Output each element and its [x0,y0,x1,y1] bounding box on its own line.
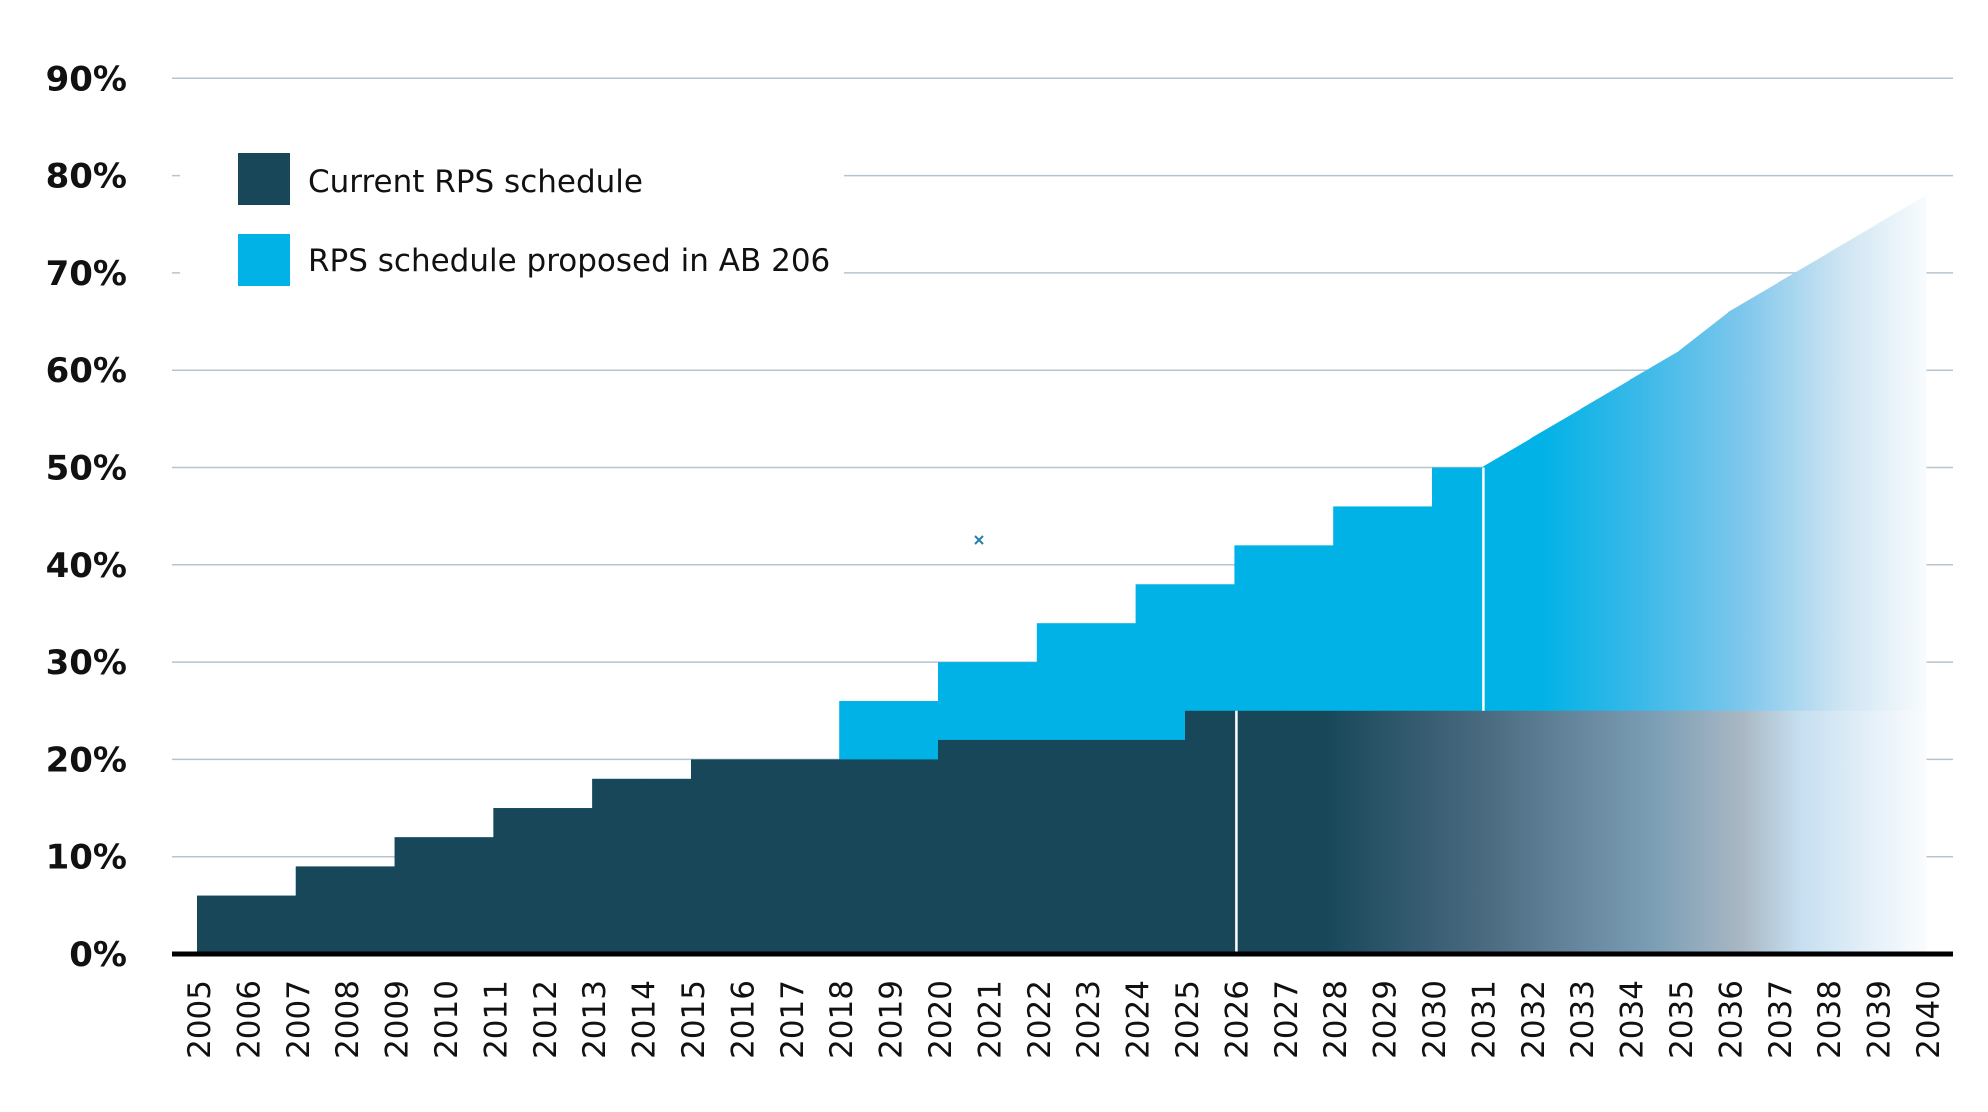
stray-marker-icon [974,535,984,545]
y-tick-label: 30% [46,643,127,683]
x-tick-label: 2007 [281,980,317,1059]
y-tick-label: 60% [46,351,127,391]
x-tick-label: 2034 [1615,980,1651,1059]
x-tick-label: 2014 [627,980,663,1059]
current-mark-2032 [1530,710,1581,954]
current-mark-2029 [1382,710,1433,954]
x-tick-label: 2006 [231,980,267,1059]
x-tick-label: 2013 [577,980,613,1059]
series-current [197,710,1927,954]
current-mark-2038 [1827,710,1878,954]
x-tick-label: 2011 [478,980,514,1059]
dividers [1235,467,1485,954]
current-mark-2030 [1432,710,1482,954]
current-mark-2037 [1777,710,1828,954]
legend-swatch-proposed [238,234,290,286]
y-tick-label: 50% [46,449,127,489]
current-mark-2022 [1036,739,1087,954]
x-tick-label: 2005 [182,980,218,1059]
y-tick-label: 10% [46,838,127,878]
x-axis: 2005 2006 2007 2008 2009 2010 2011 2012 2013 2014… [182,980,1947,1059]
current-mark-2019 [888,759,939,954]
x-tick-label: 2026 [1219,980,1255,1059]
x-tick-label: 2033 [1565,980,1601,1059]
x-tick-label: 2008 [330,980,366,1059]
current-mark-2011 [493,808,544,954]
current-mark-2005 [197,895,247,954]
y-tick-label: 70% [46,254,127,294]
x-tick-label: 2024 [1121,980,1157,1059]
legend: Current RPS schedule RPS schedule propos… [180,110,844,296]
legend-swatch-current [238,153,290,205]
current-mark-2023 [1086,739,1137,954]
x-tick-label: 2029 [1368,980,1404,1059]
current-mark-2035 [1679,710,1729,954]
current-mark-2026 [1234,710,1285,954]
x-tick-label: 2010 [429,980,465,1059]
x-tick-label: 2027 [1269,980,1305,1059]
x-tick-label: 2025 [1170,980,1206,1059]
x-tick-label: 2015 [676,980,712,1059]
y-axis: 0% 10% 20% 30% 40% 50% 60% 70% 80% 90% [46,59,127,975]
x-tick-label: 2021 [972,980,1008,1059]
current-mark-2008 [345,866,396,954]
current-mark-2031 [1481,710,1532,954]
current-mark-2020 [938,739,988,954]
current-mark-2013 [592,778,643,954]
y-tick-label: 0% [69,935,127,975]
current-mark-2012 [542,808,593,954]
x-tick-label: 2012 [528,980,564,1059]
current-mark-2017 [789,759,840,954]
x-tick-label: 2030 [1417,980,1453,1059]
x-tick-label: 2028 [1318,980,1354,1059]
current-mark-2009 [394,837,445,954]
x-tick-label: 2009 [380,980,416,1059]
current-mark-2007 [295,866,346,954]
x-tick-label: 2017 [775,980,811,1059]
current-mark-2021 [987,739,1038,954]
current-mark-2039 [1876,710,1927,954]
current-mark-2027 [1283,710,1334,954]
x-tick-label: 2035 [1664,980,1700,1059]
x-tick-label: 2040 [1911,980,1947,1059]
x-tick-label: 2020 [923,980,959,1059]
current-mark-2036 [1728,710,1779,954]
current-mark-2028 [1333,710,1384,954]
x-tick-label: 2019 [874,980,910,1059]
x-tick-label: 2039 [1862,980,1898,1059]
legend-label-proposed: RPS schedule proposed in AB 206 [308,243,830,279]
x-tick-label: 2022 [1022,980,1058,1059]
x-tick-label: 2038 [1812,980,1848,1059]
x-tick-label: 2036 [1713,980,1749,1059]
current-mark-2024 [1135,739,1186,954]
current-mark-2015 [691,759,741,954]
x-tick-label: 2018 [824,980,860,1059]
x-tick-label: 2037 [1763,980,1799,1059]
x-tick-label: 2031 [1466,980,1502,1059]
x-tick-label: 2016 [725,980,761,1059]
current-mark-2033 [1580,710,1631,954]
legend-label-current: Current RPS schedule [308,164,643,200]
current-mark-2018 [839,759,890,954]
current-mark-2016 [740,759,791,954]
current-mark-2006 [246,895,297,954]
current-mark-2034 [1629,710,1680,954]
x-tick-label: 2032 [1516,980,1552,1059]
y-tick-label: 40% [46,546,127,586]
current-mark-2025 [1185,710,1235,954]
current-mark-2010 [444,837,494,954]
y-tick-label: 20% [46,740,127,780]
x-tick-label: 2023 [1071,980,1107,1059]
current-mark-2014 [641,778,692,954]
y-tick-label: 90% [46,59,127,99]
y-tick-label: 80% [46,157,127,197]
